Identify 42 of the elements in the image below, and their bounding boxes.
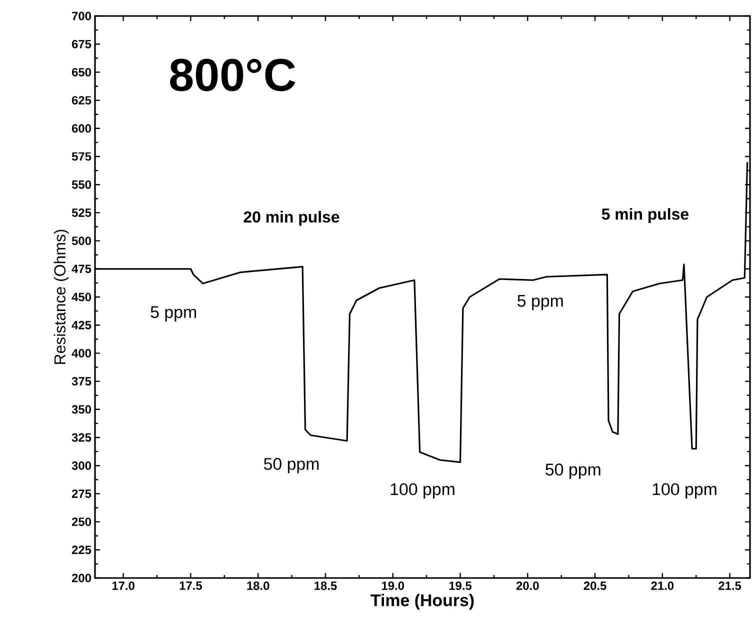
y-tick-label: 250 (72, 518, 91, 526)
x-tick-label: 19.5 (449, 582, 472, 590)
annotation: 5 min pulse (602, 208, 688, 223)
annotation: 5 ppm (150, 306, 196, 322)
x-axis-title: Time (Hours) (370, 594, 474, 610)
annotation: 100 ppm (652, 483, 716, 499)
annotation: 5 ppm (518, 295, 563, 310)
y-tick-label: 300 (72, 461, 91, 470)
x-tick-label: 20.5 (584, 582, 606, 590)
y-tick-label: 475 (72, 264, 92, 274)
annotation: 800°C (170, 58, 296, 92)
y-tick-label: 675 (72, 40, 92, 48)
y-tick-label: 700 (72, 12, 91, 20)
y-tick-label: 400 (72, 348, 91, 358)
y-tick-label: 600 (72, 124, 91, 133)
y-tick-label: 525 (72, 208, 92, 217)
y-tick-label: 625 (72, 96, 92, 105)
x-tick-label: 19.0 (382, 582, 404, 590)
y-tick-label: 550 (72, 180, 91, 189)
annotation: 100 ppm (390, 483, 454, 499)
annotation: 50 ppm (546, 464, 600, 479)
y-tick-label: 425 (72, 320, 92, 330)
x-tick-label: 20.0 (516, 582, 539, 590)
y-tick-label: 200 (72, 574, 91, 582)
x-tick-label: 21.5 (718, 582, 742, 590)
y-tick-label: 450 (72, 292, 91, 302)
y-tick-label: 275 (72, 489, 92, 498)
y-tick-label: 500 (72, 236, 91, 246)
y-tick-label: 350 (72, 405, 91, 414)
x-tick-label: 18.5 (314, 582, 337, 590)
x-tick-label: 18.0 (247, 582, 270, 590)
y-axis-title: Resistance (Ohms) (54, 230, 69, 364)
y-tick-label: 650 (72, 68, 91, 76)
x-tick-label: 17.0 (112, 582, 134, 590)
x-tick-label: 17.5 (180, 582, 202, 590)
y-tick-label: 575 (72, 152, 92, 161)
y-tick-label: 375 (72, 377, 92, 386)
y-tick-label: 225 (72, 546, 92, 554)
annotation: 20 min pulse (244, 210, 340, 226)
y-tick-label: 325 (72, 433, 92, 442)
x-tick-label: 21.0 (651, 582, 674, 590)
annotation: 50 ppm (264, 458, 319, 474)
